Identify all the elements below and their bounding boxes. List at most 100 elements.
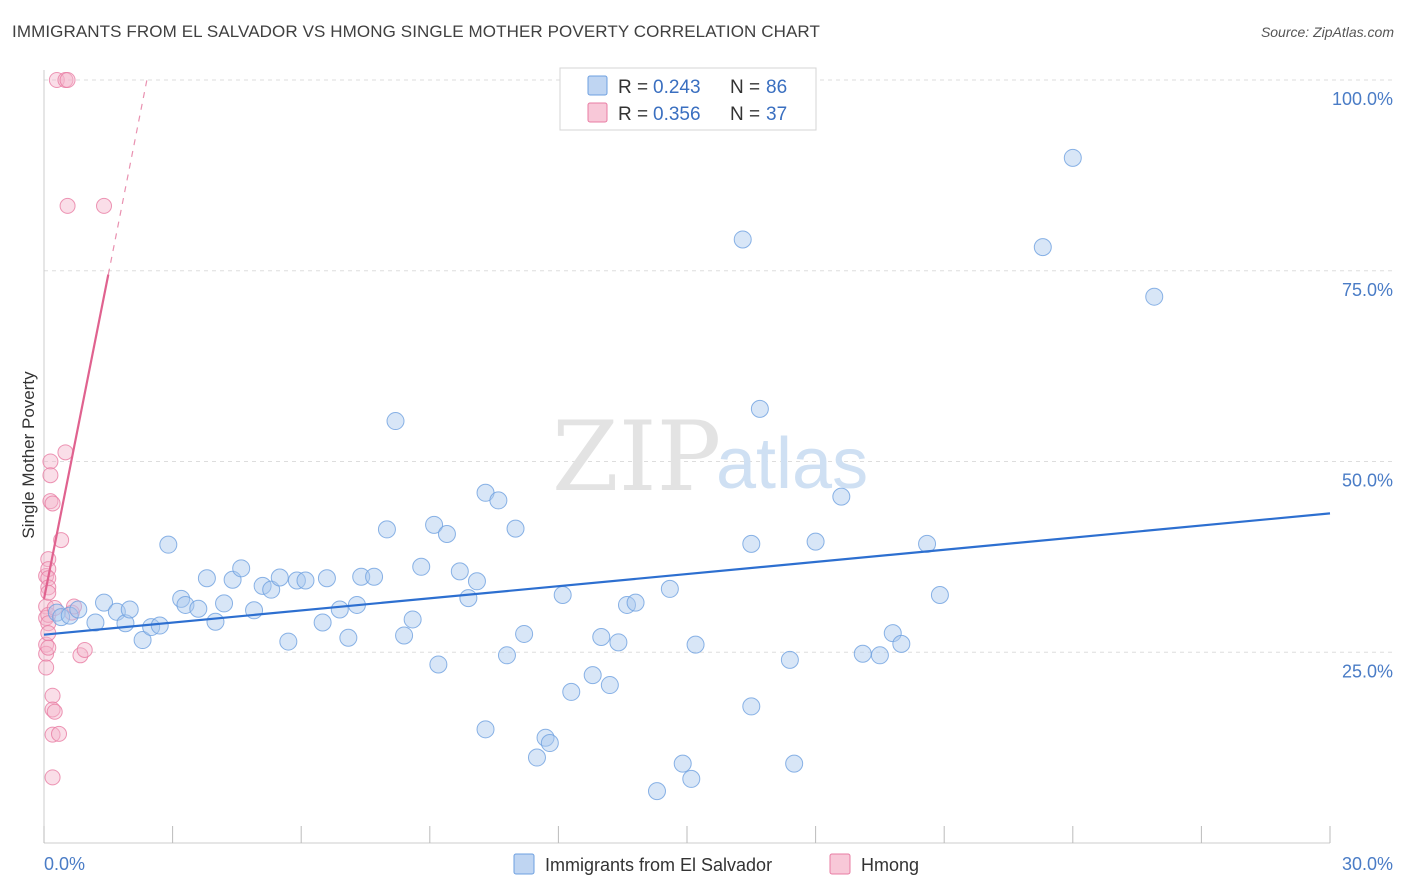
chart-source: Source: ZipAtlas.com	[1260, 24, 1394, 40]
data-point-el-salvador	[412, 557, 431, 576]
data-point-el-salvador	[450, 562, 469, 581]
data-point-el-salvador	[497, 646, 516, 665]
data-point-el-salvador	[197, 569, 216, 588]
data-point-hmong	[44, 687, 61, 704]
data-point-el-salvador	[395, 626, 414, 645]
data-point-el-salvador	[540, 734, 559, 753]
data-point-el-salvador	[609, 633, 628, 652]
data-point-el-salvador	[527, 748, 546, 767]
data-point-el-salvador	[352, 567, 371, 586]
data-point-hmong	[76, 641, 93, 658]
data-point-hmong	[51, 725, 68, 742]
data-point-el-salvador	[330, 600, 349, 619]
data-point-el-salvador	[437, 524, 456, 543]
data-point-el-salvador	[750, 399, 769, 418]
data-point-el-salvador	[583, 666, 602, 685]
bottom-legend-label: Immigrants from El Salvador	[545, 855, 772, 875]
data-point-el-salvador	[189, 599, 208, 618]
data-point-el-salvador	[647, 782, 666, 801]
data-point-el-salvador	[742, 697, 761, 716]
data-point-el-salvador	[832, 487, 851, 506]
data-point-el-salvador	[476, 720, 495, 739]
data-point-hmong	[44, 726, 61, 743]
data-point-el-salvador	[386, 412, 405, 431]
chart-title: IMMIGRANTS FROM EL SALVADOR VS HMONG SIN…	[12, 22, 820, 41]
data-point-el-salvador	[660, 579, 679, 598]
data-point-hmong	[40, 584, 57, 601]
data-point-hmong	[38, 659, 55, 676]
data-point-el-salvador	[489, 491, 508, 510]
data-point-el-salvador	[553, 586, 572, 605]
data-point-el-salvador	[467, 572, 486, 591]
data-point-hmong	[42, 493, 59, 510]
data-point-el-salvador	[806, 532, 825, 551]
data-point-hmong	[59, 197, 76, 214]
bottom-legend: Immigrants from El Salvador Hmong	[513, 853, 919, 875]
data-point-el-salvador	[562, 682, 581, 701]
data-point-el-salvador	[262, 580, 281, 599]
data-point-el-salvador	[429, 655, 448, 674]
legend-r-value: 0.356	[653, 104, 701, 125]
y-axis-label: Single Mother Poverty	[19, 371, 38, 539]
data-point-hmong	[46, 703, 63, 720]
legend-r-value: 0.243	[653, 77, 701, 98]
x-tick-label: 0.0%	[44, 854, 85, 874]
trend-lines	[42, 79, 1331, 636]
data-point-hmong	[42, 467, 59, 484]
data-point-hmong	[42, 453, 59, 470]
data-point-el-salvador	[150, 616, 169, 635]
data-point-el-salvador	[69, 600, 88, 619]
data-point-hmong	[44, 701, 61, 718]
data-point-el-salvador	[459, 589, 478, 608]
data-point-el-salvador	[365, 567, 384, 586]
data-point-el-salvador	[506, 519, 525, 538]
legend-n-label: N =	[730, 77, 760, 98]
data-point-el-salvador	[780, 650, 799, 669]
data-point-el-salvador	[742, 534, 761, 553]
legend-r-label: R =	[618, 77, 648, 98]
data-point-el-salvador	[317, 569, 336, 588]
watermark-zip: ZIP	[552, 401, 721, 513]
data-point-el-salvador	[1145, 287, 1164, 306]
data-point-el-salvador	[159, 535, 178, 554]
data-point-el-salvador	[86, 613, 105, 632]
data-point-el-salvador	[232, 559, 251, 578]
trend-line-el-salvador	[43, 512, 1331, 636]
data-point-hmong	[57, 444, 74, 461]
x-tick-label: 30.0%	[1342, 854, 1393, 874]
data-point-el-salvador	[120, 600, 139, 619]
series-hmong-points	[38, 72, 113, 786]
data-point-el-salvador	[853, 644, 872, 663]
trend-line-hmong-extension	[107, 79, 148, 275]
legend-r-label: R =	[618, 104, 648, 125]
legend-n-value: 37	[766, 104, 787, 125]
grid-lines	[44, 79, 1392, 653]
legend: R = 0.243 N = 86 R = 0.356 N = 37	[559, 67, 817, 131]
data-point-el-salvador	[892, 634, 911, 653]
y-tick-label: 100.0%	[1332, 89, 1393, 109]
series-el-salvador-points	[47, 148, 1164, 801]
data-point-el-salvador	[686, 635, 705, 654]
data-point-el-salvador	[425, 515, 444, 534]
data-point-hmong	[44, 495, 61, 512]
data-point-hmong	[44, 769, 61, 786]
data-point-el-salvador	[133, 631, 152, 650]
data-point-el-salvador	[673, 754, 692, 773]
tick-labels: 25.0% 50.0% 75.0% 100.0% 0.0% 30.0%	[44, 89, 1393, 874]
data-point-el-salvador	[600, 676, 619, 695]
data-point-hmong	[38, 645, 55, 662]
data-point-el-salvador	[253, 576, 272, 595]
y-tick-label: 25.0%	[1342, 661, 1393, 681]
data-point-el-salvador	[403, 610, 422, 629]
bottom-legend-swatch-blue	[513, 853, 535, 875]
data-point-el-salvador	[592, 627, 611, 646]
y-tick-label: 75.0%	[1342, 280, 1393, 300]
data-point-el-salvador	[206, 612, 225, 631]
data-point-el-salvador	[279, 632, 298, 651]
data-point-el-salvador	[785, 754, 804, 773]
data-point-el-salvador	[626, 593, 645, 612]
data-point-el-salvador	[870, 646, 889, 665]
data-point-el-salvador	[215, 594, 234, 613]
data-point-el-salvador	[296, 571, 315, 590]
bottom-legend-label: Hmong	[861, 855, 919, 875]
